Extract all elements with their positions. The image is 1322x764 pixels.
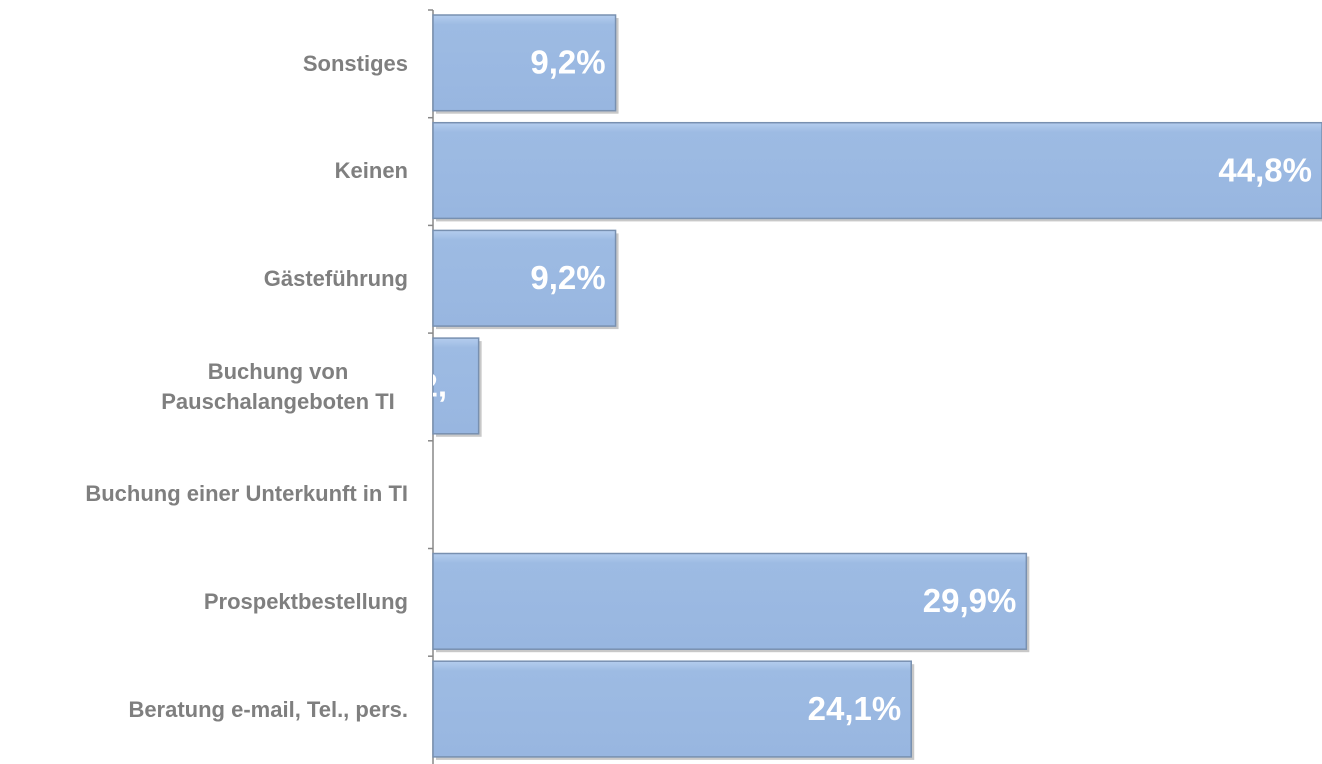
- category-label-box: Prospektbestellung: [204, 549, 408, 656]
- category-label: Gästeführung: [263, 265, 408, 291]
- value-label: 29,9%: [923, 582, 1017, 619]
- bar: [432, 552, 1028, 650]
- category-label-box: Buchung von Pauschalangeboten TI: [148, 333, 408, 440]
- category-label-box: Buchung einer Unterkunft in TI: [85, 441, 408, 548]
- bar: [432, 660, 912, 758]
- category-label: Buchung von Pauschalangeboten TI: [161, 358, 395, 414]
- value-label: 9,2%: [530, 259, 605, 296]
- bar: [432, 229, 617, 327]
- bar: [432, 337, 480, 435]
- category-label: Keinen: [334, 158, 408, 184]
- bar: [432, 14, 617, 112]
- bar: [432, 121, 1322, 220]
- value-label: 2,: [419, 367, 447, 404]
- category-label-box: Beratung e-mail, Tel., pers.: [128, 656, 408, 763]
- value-label: 24,1%: [808, 690, 902, 727]
- category-label-box: Keinen: [335, 118, 408, 225]
- value-label: 44,8%: [1218, 151, 1312, 188]
- category-label: Sonstiges: [302, 50, 408, 76]
- category-label-box: Sonstiges: [303, 10, 408, 117]
- category-label: Beratung e-mail, Tel., pers.: [128, 696, 408, 722]
- category-label-box: Gästeführung: [264, 225, 408, 332]
- value-label: 9,2%: [530, 44, 605, 81]
- category-label: Buchung einer Unterkunft in TI: [85, 481, 408, 507]
- category-label: Prospektbestellung: [203, 589, 408, 614]
